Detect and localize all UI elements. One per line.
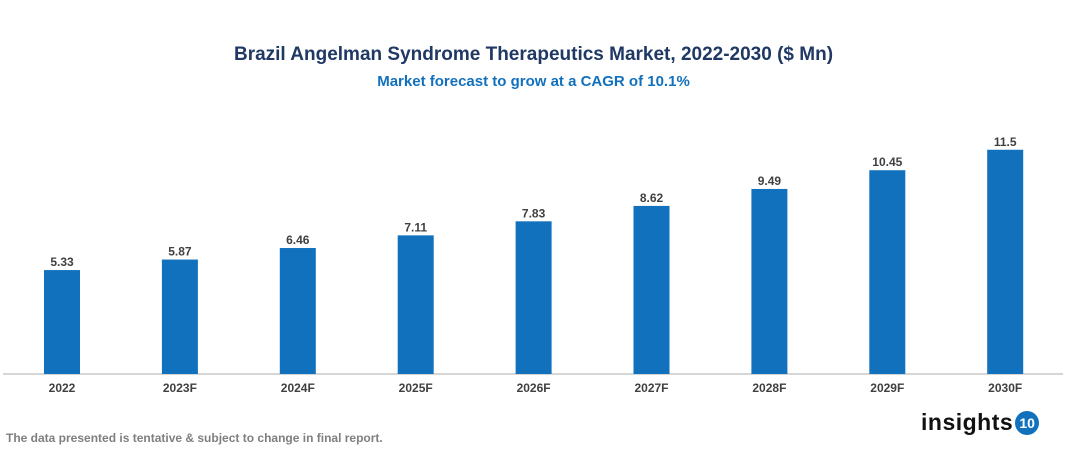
data-label: 7.83 (522, 206, 546, 220)
data-label: 5.87 (168, 245, 192, 259)
bar-2022 (44, 270, 80, 374)
bar-2028F (751, 188, 788, 374)
logo-text: insights (921, 409, 1014, 435)
data-label: 11.5 (994, 135, 1017, 149)
x-tick-label: 2029F (870, 381, 904, 395)
footer-note: The data presented is tentative & subjec… (6, 431, 383, 445)
bar-2025F (397, 235, 434, 374)
x-tick-label: 2030F (988, 381, 1022, 395)
chart-subtitle: Market forecast to grow at a CAGR of 10.… (377, 73, 690, 90)
insights10-logo: insights 10 (921, 409, 1040, 436)
data-label: 7.11 (404, 220, 427, 234)
bar-2030F (987, 149, 1024, 374)
logo-badge: 10 (1015, 410, 1040, 435)
data-label: 9.49 (758, 174, 782, 188)
x-tick-label: 2023F (163, 381, 197, 395)
x-tick-label: 2028F (752, 381, 786, 395)
data-label: 6.46 (286, 233, 310, 247)
x-tick-label: 2024F (281, 381, 315, 395)
chart-title: Brazil Angelman Syndrome Therapeutics Ma… (233, 44, 834, 65)
bar-2026F (515, 221, 552, 374)
bar-2027F (633, 205, 670, 374)
bar-2029F (869, 170, 906, 374)
data-label: 10.45 (872, 155, 902, 169)
data-label: 5.33 (50, 255, 74, 269)
bar-2023F (161, 259, 198, 374)
bar-2024F (279, 248, 316, 374)
x-tick-label: 2022 (49, 381, 76, 395)
x-tick-label: 2026F (517, 381, 551, 395)
x-tick-label: 2025F (399, 381, 433, 395)
x-tick-label: 2027F (634, 381, 668, 395)
data-label: 8.62 (640, 191, 664, 205)
